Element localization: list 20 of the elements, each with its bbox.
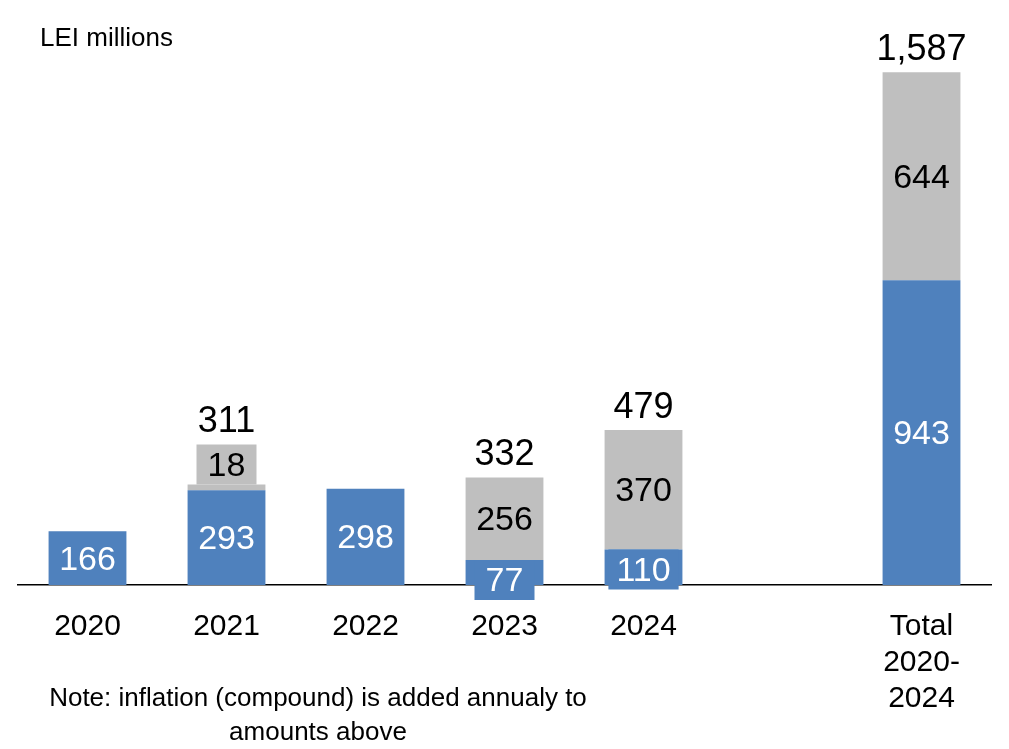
total-label: 1,587: [876, 27, 967, 69]
text: Note: inflation (compound) is added annualy to amounts above: [48, 681, 588, 748]
y-axis-title: LEI millions: [40, 22, 173, 53]
total-label: 479: [613, 384, 674, 426]
x-tick-label: Total 2020-2024: [883, 608, 960, 714]
data-label: 256: [476, 499, 533, 538]
data-label: 644: [893, 156, 950, 195]
data-label: 293: [198, 518, 255, 557]
x-tick-label: 2020: [54, 608, 121, 642]
data-label: 166: [59, 538, 116, 577]
data-label: 943: [893, 413, 950, 452]
data-label: 18: [207, 444, 246, 483]
x-tick-label: 2022: [332, 608, 399, 642]
total-label: 311: [197, 399, 256, 441]
x-tick-label: 2021: [193, 608, 260, 642]
data-label: 298: [337, 517, 394, 556]
data-label: 370: [615, 470, 672, 509]
total-label: 332: [474, 432, 535, 474]
x-tick-label: 2023: [471, 608, 538, 642]
x-tick-label: 2024: [610, 608, 677, 642]
